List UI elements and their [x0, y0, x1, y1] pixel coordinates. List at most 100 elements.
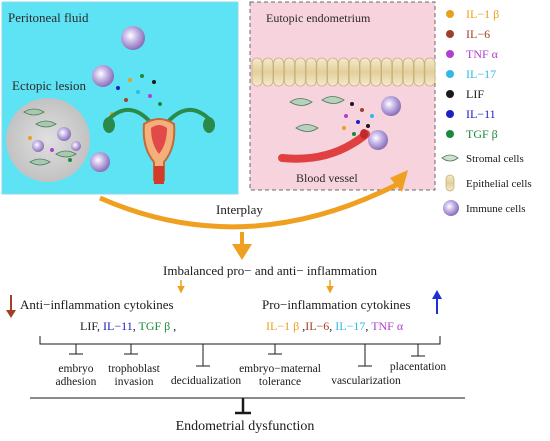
- endometrium-stromal-cells: [289, 96, 345, 132]
- cytokine-name: TGF β: [139, 319, 171, 333]
- epithelial-cell: [316, 57, 328, 87]
- immune-cell: [381, 96, 401, 116]
- outcome-trophoblast-invasion-2: invasion: [115, 376, 154, 388]
- legend-label: LIF: [466, 87, 484, 101]
- ectopic-lesion-label: Ectopic lesion: [12, 78, 87, 93]
- cytokine-name: IL−17: [335, 319, 365, 333]
- legend-label: Epithelial cells: [466, 178, 532, 190]
- cytokine-name: IL−1 β: [266, 319, 299, 333]
- interplay-arrowhead: [390, 170, 408, 192]
- cytokine-dot-icon: [446, 10, 454, 18]
- cytokine-name: ,: [97, 319, 103, 333]
- epithelial-cell: [251, 57, 263, 87]
- peritoneal-fluid-label: Peritoneal fluid: [8, 10, 89, 25]
- epithelial-cell: [337, 57, 349, 87]
- legend-label: IL−17: [466, 67, 496, 81]
- legend-label: IL−1 β: [466, 7, 499, 21]
- legend-label: TGF β: [466, 127, 498, 141]
- lesion-immune-cell: [32, 140, 44, 152]
- legend-item: Epithelial cells: [445, 174, 532, 192]
- cytokine-dot-icon: [446, 110, 454, 118]
- legend-item: IL−6: [446, 27, 490, 41]
- cytokine-name: ,: [329, 319, 335, 333]
- epithelial-cell: [359, 57, 371, 87]
- legend-label: Immune cells: [466, 203, 526, 215]
- cytokine-name: ,: [133, 319, 139, 333]
- legend-item: TGF β: [446, 127, 498, 141]
- immune-cell-icon: [443, 200, 459, 216]
- legend-item: IL−11: [446, 107, 496, 121]
- epithelial-cell: [273, 57, 285, 87]
- epithelial-cell: [262, 57, 274, 87]
- endometrium-cytokines: [342, 102, 374, 136]
- cytokine-name: TNF α: [371, 319, 404, 333]
- eutopic-endometrium-label: Eutopic endometrium: [266, 11, 371, 25]
- pro-cytokine-list: IL−1 β ,IL−6, IL−17, TNF α: [266, 319, 404, 333]
- outcome-embryo-adhesion-2: adhesion: [56, 376, 97, 388]
- cytokine-name: IL−11: [103, 319, 133, 333]
- epithelial-cell: [381, 57, 393, 87]
- blood-vessel-label: Blood vessel: [296, 171, 358, 185]
- cytokine-dot-icon: [446, 30, 454, 38]
- outcome-embryo-adhesion-1: embryo: [58, 363, 93, 375]
- legend-item: Immune cells: [443, 200, 526, 216]
- outcome-vascularization: vascularization: [331, 375, 401, 387]
- outcome-tolerance-2: tolerance: [259, 376, 301, 388]
- epithelial-cell: [348, 57, 360, 87]
- cytokine-dot-icon: [446, 130, 454, 138]
- interplay-arrow-curve: [98, 181, 400, 230]
- cytokine-name: ,: [299, 319, 305, 333]
- cytokine-name: IL−6: [305, 319, 329, 333]
- epithelial-cell: [283, 57, 295, 87]
- lesion-immune-cell: [57, 127, 71, 141]
- imbalance-label: Imbalanced pro− and anti− inflammation: [163, 263, 377, 278]
- legend-item: LIF: [446, 87, 484, 101]
- cytokine-dot-icon: [446, 90, 454, 98]
- pro-inflammation-title: Pro−inflammation cytokines: [262, 297, 411, 312]
- increase-arrow-icon: [432, 290, 442, 299]
- immune-cell: [121, 26, 145, 50]
- legend-label: TNF α: [466, 47, 499, 61]
- eutopic-endometrium-panel: Eutopic endometrium Blood vessel: [249, 1, 436, 191]
- legend-item: IL−1 β: [446, 7, 499, 21]
- legend-label: Stromal cells: [466, 153, 524, 165]
- anti-inflammation-title: Anti−inflammation cytokines: [20, 297, 174, 312]
- legend-label: IL−11: [466, 107, 496, 121]
- epithelial-cell: [391, 57, 403, 87]
- cytokine-dot-icon: [446, 70, 454, 78]
- epithelial-cell: [413, 57, 425, 87]
- peritoneal-fluid-panel: Peritoneal fluid Ectopic lesion: [1, 1, 239, 195]
- inhibition-bracket: [39, 336, 441, 367]
- imbalance-arrowhead: [232, 244, 252, 260]
- cytokine-dot-icon: [446, 50, 454, 58]
- ectopic-lesion: [6, 98, 90, 182]
- outcome-trophoblast-invasion-1: trophoblast: [108, 363, 161, 375]
- epithelial-cell-layer: [251, 57, 436, 87]
- epithelial-cell-icon: [445, 174, 455, 192]
- legend-item: Stromal cells: [441, 153, 524, 165]
- interplay-label: Interplay: [216, 202, 263, 217]
- uterus-illustration: [103, 108, 215, 184]
- lesion-immune-cell: [71, 141, 81, 151]
- immune-cell: [90, 152, 110, 172]
- legend-label: IL−6: [466, 27, 490, 41]
- immune-cell: [92, 65, 114, 87]
- stromal-cell-icon: [441, 154, 459, 162]
- legend: IL−1 β IL−6 TNF α IL−17 LIF IL−11 TGF β Stromal…: [441, 7, 532, 216]
- legend-item: TNF α: [446, 47, 499, 61]
- immune-cell: [368, 130, 388, 150]
- cytokine-name: ,: [365, 319, 371, 333]
- epithelial-cell: [305, 57, 317, 87]
- cytokine-name: ,: [170, 319, 176, 333]
- lesion-stromal-cells: [23, 108, 77, 166]
- epithelial-cell: [327, 57, 339, 87]
- epithelial-cell: [370, 57, 382, 87]
- anti-cytokine-list: LIF, IL−11, TGF β ,: [80, 319, 176, 333]
- cytokine-name: LIF: [80, 319, 98, 333]
- endometrial-dysfunction-label: Endometrial dysfunction: [176, 419, 315, 434]
- outcome-decidualization: decidualization: [171, 375, 241, 387]
- decrease-arrow-icon: [6, 310, 16, 318]
- epithelial-cell: [294, 57, 306, 87]
- outcome-tolerance-1: embryo−maternal: [239, 363, 321, 375]
